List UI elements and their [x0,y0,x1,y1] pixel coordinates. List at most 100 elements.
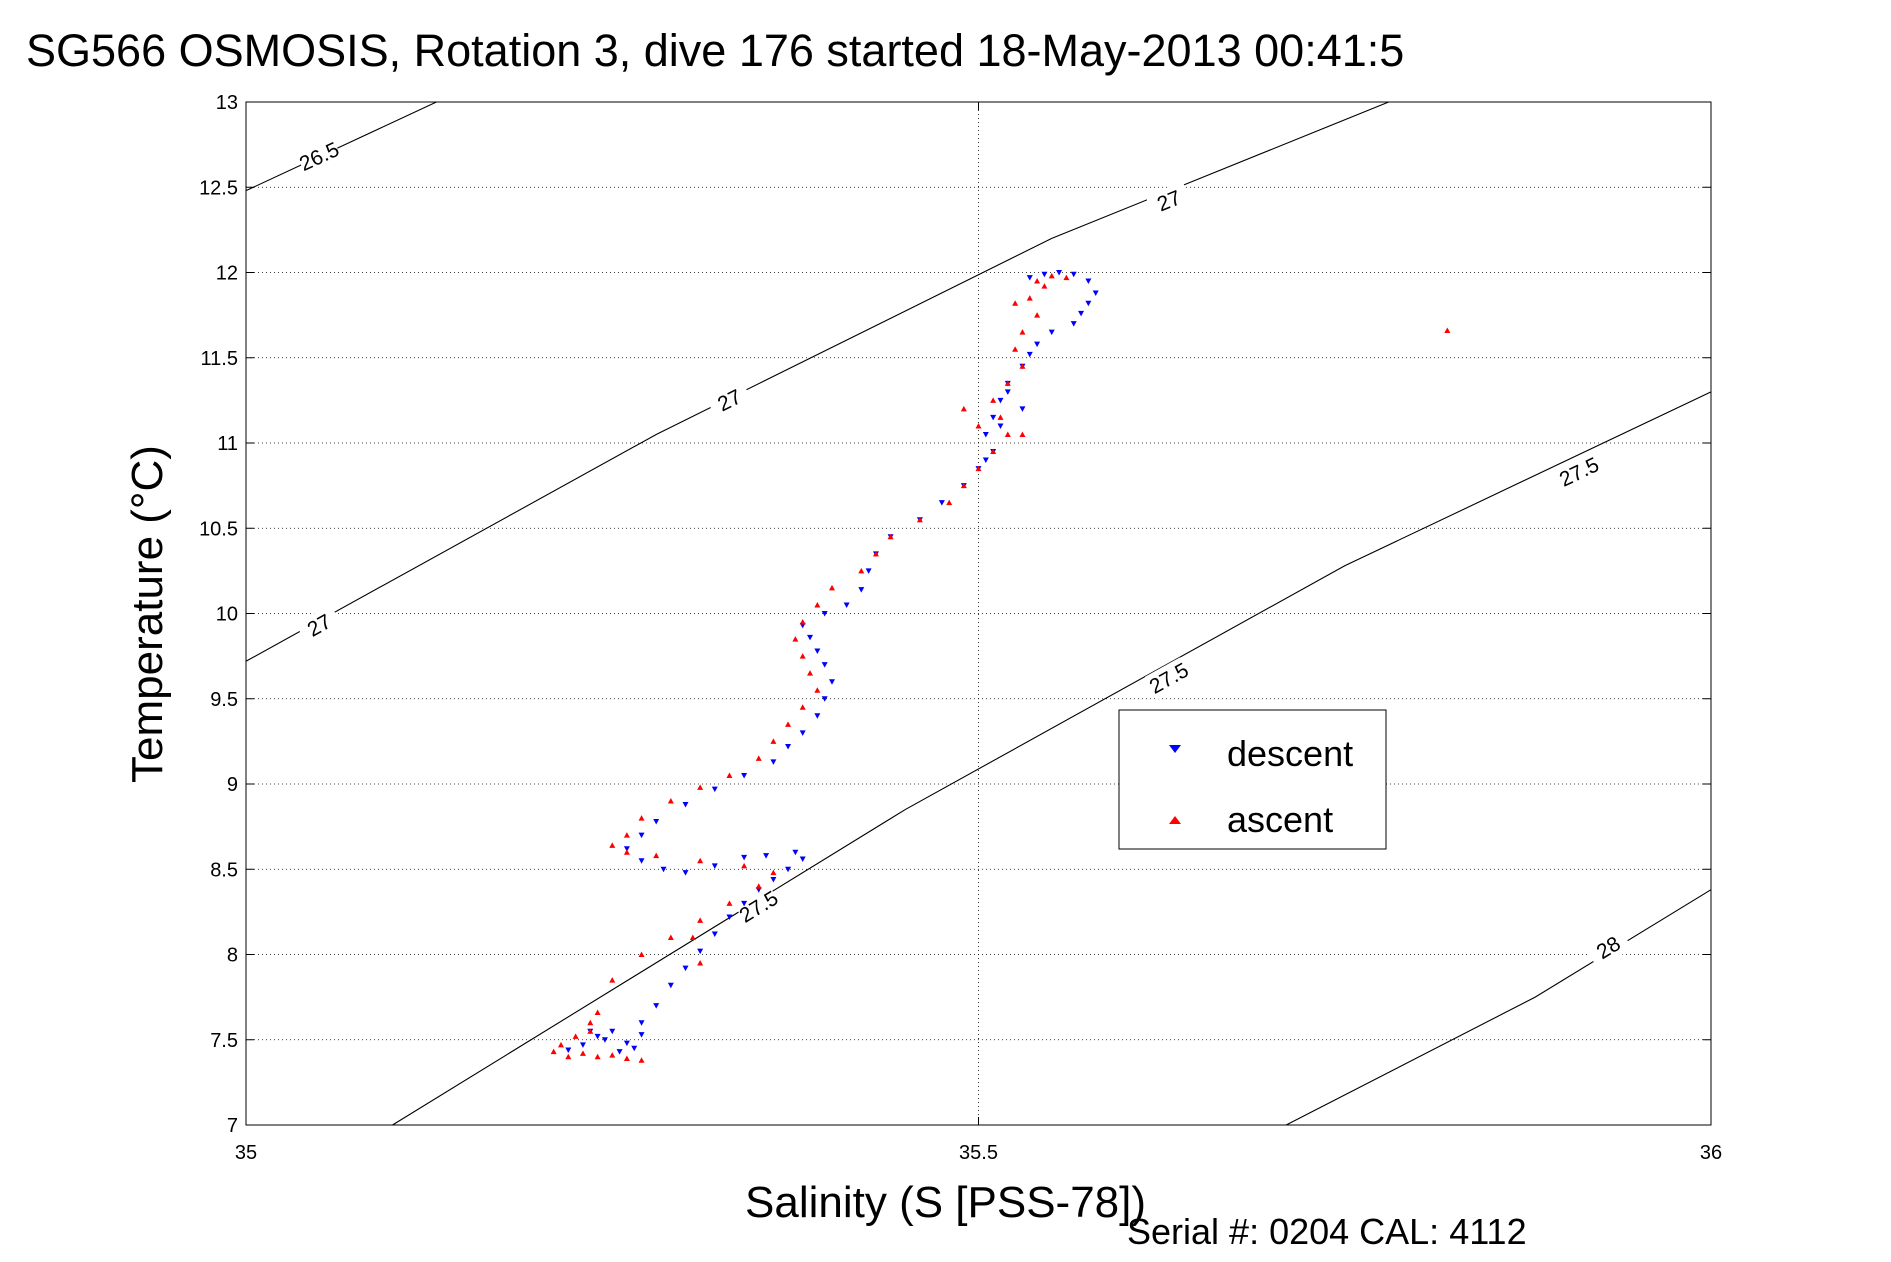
ascent-point [587,1028,594,1034]
ascent-point [916,516,923,523]
descent-point [682,801,689,808]
descent-point [1085,278,1092,285]
y-tick-label: 11 [217,433,238,455]
ascent-point [667,798,674,804]
legend-descent-marker [1169,745,1181,753]
ascent-point [1019,431,1026,437]
x-tick-label: 35 [235,1142,257,1164]
descent-point [579,1042,586,1048]
descent-point [638,858,645,864]
density-contour-27-5: 27.527.527.5 [392,391,1712,1126]
ascent-point [565,1053,572,1060]
descent-point [770,759,777,765]
ascent-point [638,1057,645,1063]
descent-point [990,414,997,421]
ascent-point [594,1053,601,1060]
ascent-point [741,862,748,869]
ascent-point [667,934,674,940]
descent-point [1026,275,1033,281]
descent-point [682,870,689,876]
ascent-point [1048,272,1055,279]
series-descent [565,270,1099,1055]
ascent-point [623,832,630,838]
ascent-point [587,1019,594,1026]
descent-point [814,648,821,655]
y-tick-label: 8.5 [210,859,238,881]
ascent-point [1019,329,1026,335]
descent-point [653,1003,660,1009]
descent-point [1004,389,1011,395]
y-axis-label: Temperature (°C) [123,445,172,783]
serial-cal-footer: Serial #: 0204 CAL: 4112 [1127,1211,1527,1252]
descent-point [799,730,806,736]
y-tick-label: 9.5 [210,689,238,711]
y-tick-label: 7 [227,1115,238,1137]
descent-point [770,876,777,883]
descent-point [843,602,850,608]
ascent-point [609,977,616,983]
y-tick-label: 13 [216,92,238,114]
ascent-point [1444,327,1451,333]
descent-point [623,1040,630,1047]
series-ascent [550,272,1451,1063]
ascent-point [726,900,733,906]
contour-label-gap [705,379,754,421]
descent-point [616,1049,623,1055]
descent-point [1085,300,1092,307]
descent-point [631,1045,638,1052]
descent-point [858,587,865,593]
descent-point [982,431,989,438]
descent-point [1092,290,1099,296]
ascent-point [697,960,704,966]
descent-point [1078,310,1085,317]
y-tick-label: 10.5 [199,518,238,540]
ascent-point [990,397,997,403]
legend-box [1118,709,1387,850]
descent-point [623,846,630,852]
ascent-point [792,636,799,642]
ascent-point [1034,278,1041,284]
ascent-point [755,883,762,889]
ascent-point [623,849,630,855]
descent-point [609,1028,616,1035]
descent-point [1041,271,1048,278]
ascent-point [1012,300,1019,306]
x-axis-label: Salinity (S [PSS-78]) [745,1178,1146,1227]
descent-point [763,853,770,859]
contour-label-gap [734,885,783,929]
descent-point [821,611,828,617]
descent-point [697,948,704,955]
ascent-point [697,784,704,790]
descent-point [997,423,1004,429]
ascent-point [697,857,704,864]
contour-line [1285,889,1712,1126]
legend-ascent-label: ascent [1227,799,1333,840]
ascent-point [689,934,696,940]
descent-point [565,1047,572,1053]
ascent-point [785,721,792,727]
ascent-point [829,584,835,591]
descent-point [1070,321,1077,327]
contour-label-gap [1145,181,1193,221]
descent-point [741,854,748,861]
ascent-point [799,619,806,625]
x-tick-label: 35.5 [959,1142,998,1164]
contour-label-gap [1584,926,1633,970]
y-tick-label: 12.5 [199,177,238,199]
ascent-point [858,567,865,574]
contour-line [245,101,437,192]
ascent-point [960,482,967,489]
y-tick-label: 9 [227,774,238,796]
ascent-point [755,755,762,761]
descent-point [741,772,748,779]
descent-point [865,568,872,574]
y-tick-label: 12 [216,263,238,285]
descent-point [711,931,718,938]
descent-point [792,849,799,856]
descent-point [1026,351,1033,358]
chart-title: SG566 OSMOSIS, Rotation 3, dive 176 star… [26,25,1404,76]
descent-point [667,982,674,989]
ascent-point [1041,283,1048,289]
